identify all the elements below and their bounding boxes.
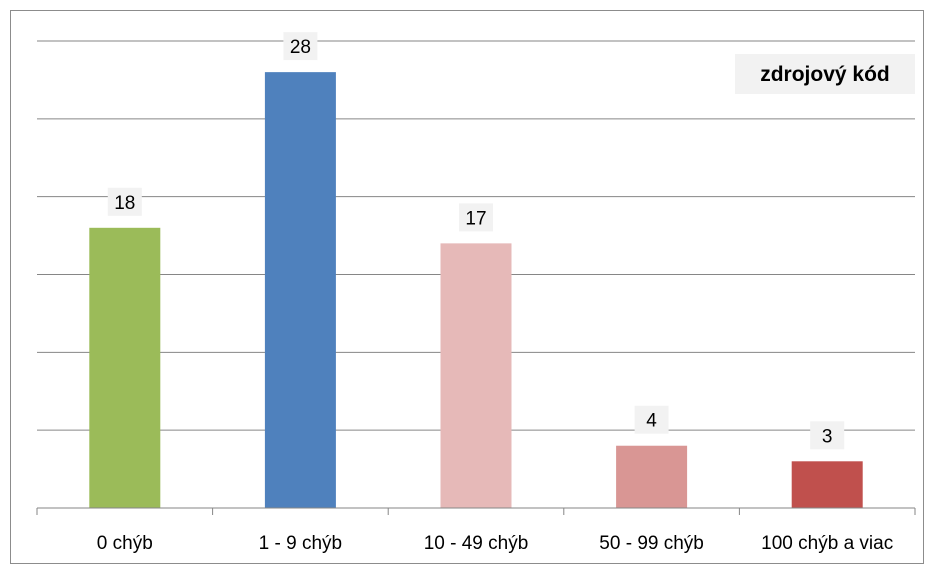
data-label-box — [810, 421, 845, 450]
x-tick-labels: 0 chýb 1 - 9 chýb 10 - 49 chýb 50 - 99 chýb… — [97, 533, 893, 554]
bar — [440, 243, 512, 508]
data-label-box — [459, 203, 493, 232]
gridlines — [37, 40, 915, 431]
data-label-box — [634, 405, 669, 434]
x-tick-label: 1 - 9 chýb — [259, 533, 342, 554]
bar — [791, 461, 863, 508]
data-label-box — [283, 32, 318, 61]
data-label: 3 — [822, 426, 833, 447]
chart-title: zdrojový kód — [760, 63, 890, 86]
data-label: 17 — [465, 208, 486, 229]
data-labels: 18 28 17 4 3 — [107, 32, 845, 450]
data-label: 18 — [114, 193, 135, 214]
bar — [89, 227, 161, 509]
bars — [89, 72, 863, 509]
bar — [616, 445, 688, 508]
chart-title-box: zdrojový kód — [735, 54, 915, 94]
bar — [264, 72, 336, 508]
x-tick-label: 50 - 99 chýb — [599, 533, 704, 554]
data-label: 28 — [290, 37, 311, 58]
x-tick-label: 10 - 49 chýb — [424, 533, 529, 554]
x-tick-label: 0 chýb — [97, 533, 153, 554]
data-label-box — [107, 187, 142, 216]
x-axis — [36, 507, 916, 515]
x-tick-label: 100 chýb a viac — [761, 533, 893, 554]
data-label: 4 — [646, 411, 657, 432]
